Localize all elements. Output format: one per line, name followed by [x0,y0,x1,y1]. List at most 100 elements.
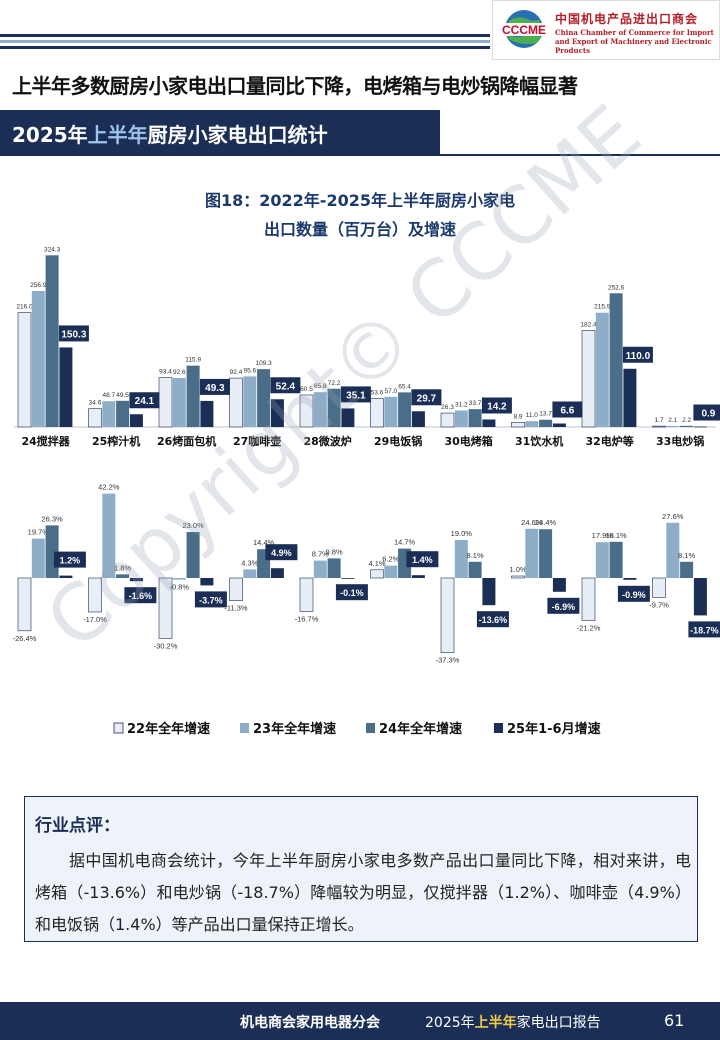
data-label-quantity: 256.9 [30,282,47,289]
bar-quantity [581,330,596,428]
bar-quantity [595,312,609,427]
data-label-quantity: 115.9 [185,357,201,364]
logo-name-en-line2: and Export of Machinery and Electronic P… [555,37,712,55]
data-label-badge [199,378,230,395]
bar-growth [116,574,130,578]
bar-growth [341,578,355,579]
bar-quantity [482,419,496,427]
data-label-growth: 8.1% [467,551,484,560]
bar-growth [31,538,45,578]
data-label-quantity: 65.4 [398,383,411,390]
category-label: 28微波炉 [303,434,351,448]
bar-growth [17,577,32,632]
bar-quantity [102,401,116,427]
page-number: 61 [664,1011,685,1030]
data-label-quantity: 6.6 [560,406,574,417]
data-label-growth: 8.1% [678,551,695,560]
bar-quantity [172,377,186,427]
bar-quantity [384,396,398,427]
data-label-growth: 1.2% [60,556,81,566]
bar-quantity [693,426,707,428]
data-label-growth: -0.8% [170,583,190,592]
bar-quantity [327,388,341,427]
data-label-quantity: 93.4 [159,369,172,376]
bar-quantity [257,369,271,427]
bar-quantity [45,255,59,427]
data-label-growth: 27.6% [662,512,684,521]
data-label-quantity: 95.6 [243,367,256,374]
category-label: 32电炉等 [585,434,633,448]
data-label-badge [688,621,720,638]
section-banner-title: 2025年上半年厨房小家电出口统计 [12,119,328,148]
bar-growth [88,577,102,613]
category-label: 27咖啡壶 [233,434,281,448]
bar-growth [623,578,637,580]
bar-quantity [552,423,566,427]
footer-report-rest: 家电出口报告 [516,1015,601,1031]
bar-quantity [666,425,680,427]
legend-label: 23年全年增速 [253,721,336,737]
data-label-growth: -30.2% [154,641,178,650]
bar-growth [299,577,314,612]
bar-growth [243,569,257,578]
data-label-growth: 19.0% [451,529,473,538]
legend-swatch [240,723,249,733]
data-label-quantity: 53.6 [371,390,384,397]
bar-growth [680,561,694,578]
comment-title: 行业点评： [35,816,120,836]
data-label-badge [265,544,298,561]
data-label-quantity: 52.4 [276,381,296,392]
data-label-badge [617,585,650,602]
data-label-growth: -17.0% [83,615,107,624]
comment-text: 据中国机电商会统计，今年上半年厨房小家电多数产品出口量同比下降，相对来讲，电烤箱… [35,851,691,934]
data-label-quantity: 92.4 [230,369,243,376]
bar-quantity [17,312,32,428]
bar-quantity [186,365,200,427]
banner-rest: 厨房小家电出口统计 [147,123,328,147]
data-label-badge [622,346,653,363]
bar-quantity [243,376,257,427]
bar-quantity [129,414,143,427]
bar-growth [186,532,200,578]
bar-growth [552,578,566,592]
cccme-globe-icon: CCCME [498,10,550,48]
footer-report-year: 2025年 [425,1015,475,1031]
data-label-badge [58,325,89,342]
data-label-quantity: 215.9 [594,304,611,311]
data-label-quantity: 2.1 [668,417,677,424]
legend-label: 25年1-6月增速 [507,721,601,737]
bar-growth [693,578,707,616]
data-label-growth: 42.2% [98,483,120,492]
data-label-quantity: 57.0 [384,388,397,395]
data-label-growth: -1.6% [129,591,153,601]
bar-quantity [88,408,102,428]
data-label-quantity: 49.3 [205,383,225,394]
data-label-quantity: 60.5 [300,386,313,393]
bar-quantity [411,411,425,427]
data-label-quantity: 2.2 [682,417,691,424]
data-label-badge [476,611,509,628]
bar-quantity [525,421,539,427]
category-label: 30电烤箱 [444,434,492,448]
bar-quantity [299,394,314,428]
bar-quantity [680,425,694,427]
data-label-growth: -9.7% [649,600,669,609]
data-label-quantity: 0.9 [701,409,715,420]
bar-quantity [454,410,468,427]
bar-quantity [313,392,327,427]
data-label-quantity: 110.0 [626,351,651,362]
legend-label: 22年全年增速 [127,721,210,737]
data-label-growth: 18.1% [605,531,627,540]
bar-growth [595,542,609,578]
footer-report-title: 2025年上半年家电出口报告 [425,1012,601,1032]
bar-growth [158,577,173,639]
bar-growth [229,577,243,601]
bar-quantity [398,392,412,427]
category-label: 24搅拌器 [21,434,70,448]
footer-org: 机电商会家用电器分会 [240,1015,380,1031]
data-label-growth: -16.7% [295,614,319,623]
data-label-growth: -6.9% [552,602,576,612]
legend-label: 24年全年增速 [379,721,462,737]
category-label: 26烤面包机 [157,434,216,448]
logo-name-en-line1: China Chamber of Commerce for Import [555,28,714,37]
